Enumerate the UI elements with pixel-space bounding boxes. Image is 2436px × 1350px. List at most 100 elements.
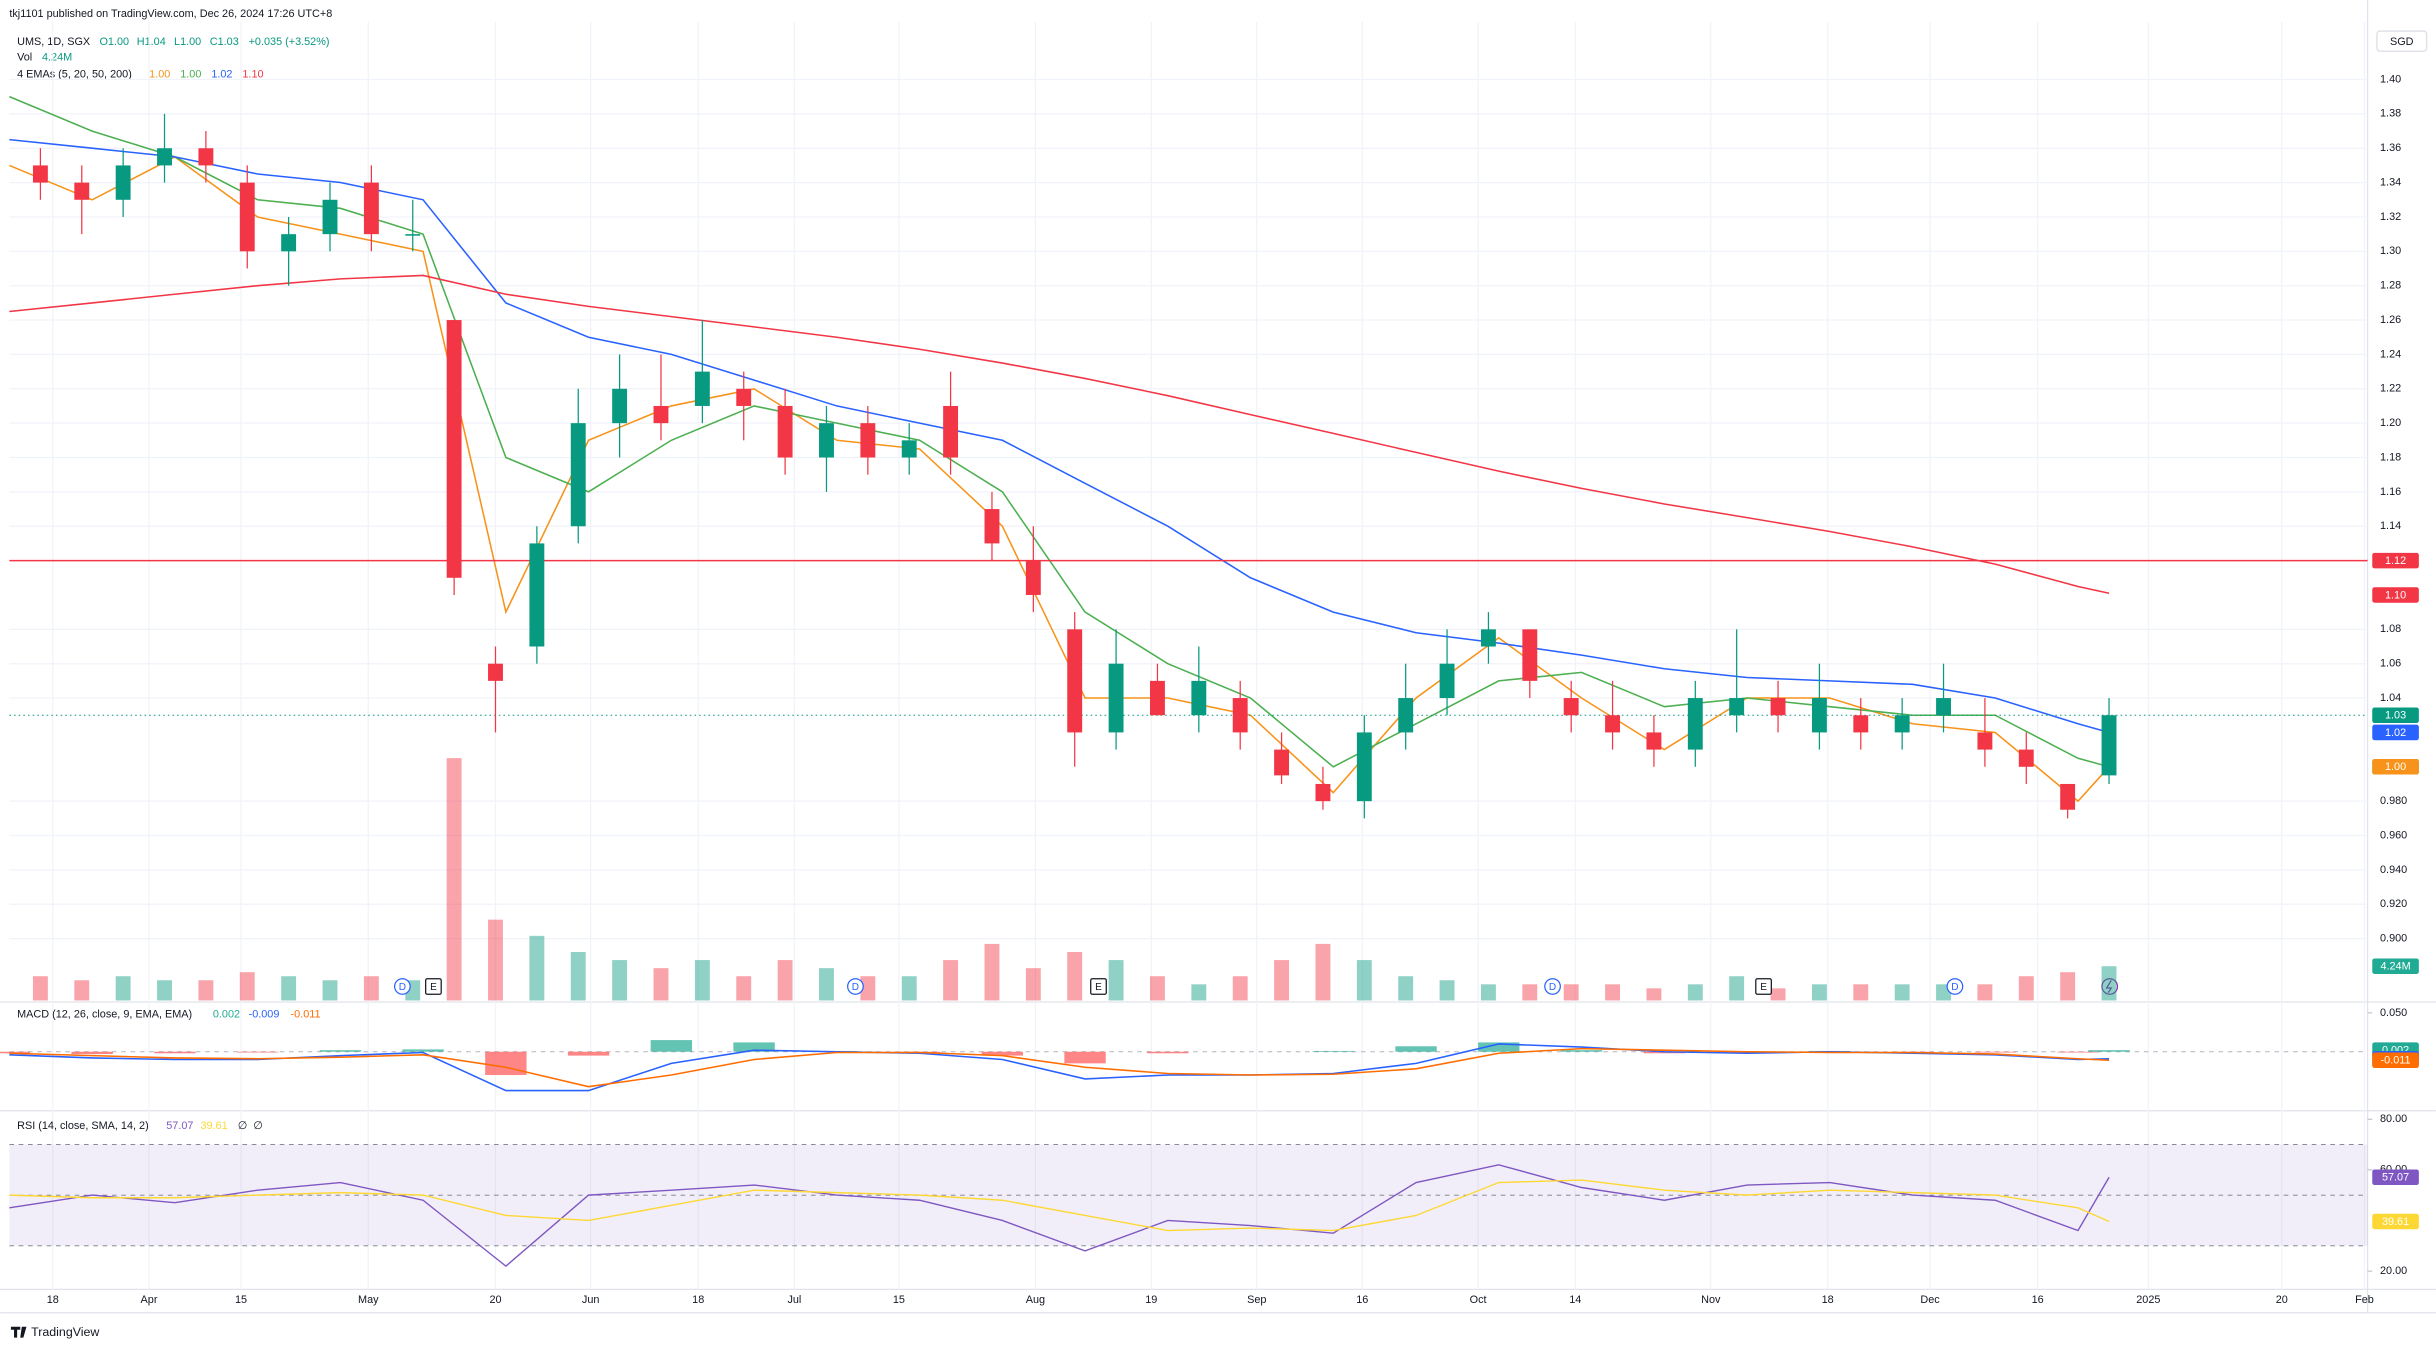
histogram-bar	[2057, 1051, 2099, 1053]
volume-bar	[1439, 980, 1455, 1001]
candle-body	[74, 182, 90, 200]
volume-badge	[2372, 958, 2419, 974]
volume-bar	[1894, 984, 1910, 1001]
price-badge	[2372, 1213, 2419, 1230]
volume-bar	[198, 980, 214, 1001]
candle-body	[1811, 698, 1827, 733]
price-badge	[2372, 724, 2419, 741]
candle-body	[1563, 698, 1579, 716]
x-tick-label: 16	[1356, 1294, 1368, 1306]
close: C1.03	[210, 36, 239, 48]
x-tick-label: 18	[47, 1294, 59, 1306]
price-badge-label: 1.10	[2385, 589, 2406, 601]
legend-value: 39.61	[200, 1120, 227, 1132]
y-tick-label: 1.16	[2380, 486, 2401, 498]
logo-mark	[10, 1326, 27, 1338]
volume-label[interactable]: Vol	[17, 51, 32, 63]
candle-body	[736, 388, 752, 406]
y-tick-label: 0.920	[2380, 898, 2407, 910]
event-icon	[394, 978, 411, 995]
candle-body	[1729, 698, 1745, 716]
volume-bar	[1605, 984, 1620, 1001]
histogram-bar	[154, 1051, 196, 1054]
histogram-bar	[236, 1051, 279, 1053]
candle-body	[2101, 715, 2117, 776]
candle-body	[32, 165, 48, 183]
volume-bar	[1811, 984, 1827, 1001]
volume-bar	[1398, 976, 1414, 1001]
candle-body	[405, 234, 421, 236]
volume-bar	[736, 976, 752, 1001]
y-tick-label: 1.06	[2380, 658, 2401, 670]
volume-bar	[1646, 988, 1662, 1001]
pane-title: MACD (12, 26, close, 9, EMA, EMA)	[17, 1008, 192, 1020]
candle-body	[612, 388, 628, 424]
x-tick-label: Apr	[141, 1294, 158, 1306]
split-icon[interactable]	[2101, 978, 2119, 995]
volume-bar	[570, 951, 586, 1001]
price-badge-label: 1.00	[2385, 761, 2406, 773]
candle-body	[901, 440, 917, 458]
y-tick-label: 0.940	[2380, 864, 2407, 876]
price-badge	[2372, 1169, 2419, 1186]
volume-bar	[1191, 984, 1207, 1001]
volume-bar	[32, 976, 48, 1001]
legend-value: 1.00	[149, 68, 170, 80]
volume-bar	[1025, 968, 1041, 1001]
candle-body	[1480, 629, 1496, 647]
x-tick-label: Jun	[582, 1294, 600, 1306]
legend-value: ∅	[238, 1120, 247, 1132]
price-badge-label: -0.011	[2381, 1055, 2411, 1067]
y-tick-label: 0.900	[2380, 932, 2407, 944]
volume-bar	[1108, 960, 1124, 1001]
rsi-line	[9, 1164, 2110, 1268]
candle-body	[1936, 698, 1951, 716]
histogram-bar	[2088, 1050, 2130, 1052]
symbol[interactable]: UMS, 1D, SGX	[17, 36, 91, 48]
price-badge	[2372, 707, 2419, 724]
histogram-bar	[1560, 1050, 1603, 1052]
volume-bar	[239, 972, 255, 1001]
histogram-bar	[1643, 1051, 1685, 1054]
x-tick-label: 20	[489, 1294, 501, 1306]
event-label: D	[852, 982, 859, 993]
legend-value: 1.02	[211, 68, 232, 80]
candle-body	[1315, 783, 1331, 802]
candle-body	[653, 405, 669, 424]
candle-body	[819, 423, 834, 458]
footer-brand[interactable]: TradingView	[31, 1325, 99, 1339]
candle-body	[1150, 680, 1165, 716]
y-tick-label: 1.32	[2380, 211, 2401, 223]
x-tick-label: 19	[1145, 1294, 1157, 1306]
pane-title: RSI (14, close, SMA, 14, 2)	[17, 1120, 149, 1132]
y-tick-label: 1.24	[2380, 348, 2401, 360]
candle-body	[1232, 698, 1248, 733]
rsi-line	[9, 1179, 2110, 1232]
event-icon	[1946, 978, 1964, 995]
macd-line	[9, 1047, 2110, 1088]
histogram-bar	[1064, 1051, 1106, 1064]
volume-bar	[694, 960, 710, 1001]
volume-bar	[1150, 976, 1165, 1001]
ema-line	[9, 274, 2110, 595]
histogram-bar	[981, 1051, 1023, 1056]
volume-bar	[488, 919, 503, 1001]
histogram-bar	[485, 1051, 527, 1076]
candle-body	[446, 320, 462, 578]
ema-label[interactable]: 4 EMAs (5, 20, 50, 200)	[17, 68, 132, 80]
volume-bar	[281, 976, 297, 1001]
volume-bar	[363, 976, 379, 1001]
volume-bar	[943, 960, 959, 1001]
volume-bar	[446, 758, 462, 1001]
event-label: D	[399, 982, 406, 993]
open: O1.00	[99, 36, 129, 48]
price-badge-label: 57.07	[2382, 1172, 2409, 1184]
candle-body	[1605, 715, 1620, 733]
x-tick-label: 18	[692, 1294, 704, 1306]
currency[interactable]: SGD	[2390, 36, 2414, 48]
histogram-bar	[1478, 1042, 1520, 1052]
candle-body	[529, 543, 545, 647]
currency-box[interactable]	[2376, 30, 2428, 53]
volume-bar	[1232, 976, 1248, 1001]
